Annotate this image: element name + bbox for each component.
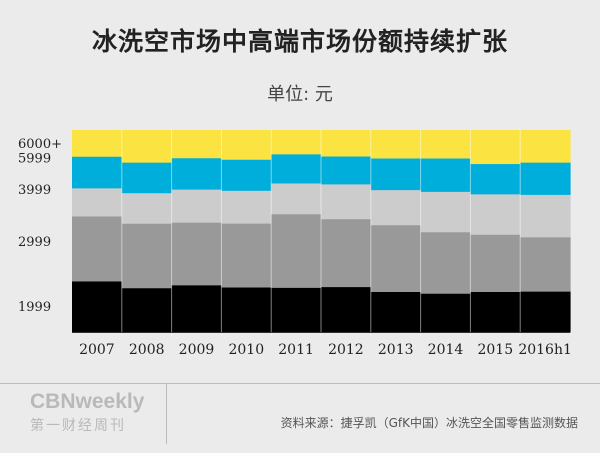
footer-vertical-divider xyxy=(166,384,167,444)
x-tick-label: 2014 xyxy=(428,342,464,358)
area-segment-2013-tier-2 xyxy=(370,224,422,292)
area-segment-2012-tier-1 xyxy=(321,286,372,333)
area-segment-2009-tier-1 xyxy=(171,284,222,333)
x-tick-label: 2010 xyxy=(228,342,264,358)
x-tick-label: 2015 xyxy=(477,342,513,358)
area-segment-2010-tier-5 xyxy=(221,130,272,160)
x-tick-label: 2016h1 xyxy=(518,342,572,358)
area-segment-2008-tier-4 xyxy=(121,162,173,194)
area-segment-2007-tier-4 xyxy=(72,156,123,189)
area-segment-2007-tier-2 xyxy=(72,216,123,282)
area-segment-2013-tier-5 xyxy=(370,130,422,159)
area-segment-2012-tier-5 xyxy=(321,130,372,157)
area-segment-2015-tier-4 xyxy=(470,163,521,195)
area-segment-2009-tier-5 xyxy=(171,130,222,159)
area-segment-2007-tier-3 xyxy=(72,187,123,217)
market-share-chart: 2007 2008 2009 2010 2011 2012 2013 2014 2015 2016… xyxy=(18,130,572,358)
brand-subtitle: 第一财经周刊 xyxy=(30,418,126,434)
y-tick-label: 6000+ xyxy=(18,137,62,152)
y-tick-label: 2999 xyxy=(18,235,51,250)
area-segment-2008-tier-5 xyxy=(121,130,173,163)
area-segment-2008-tier-2 xyxy=(121,223,173,289)
brand-logo: CBNweekly xyxy=(30,390,145,413)
area-segment-2016h1-tier-1 xyxy=(520,291,571,333)
area-segment-2015-tier-1 xyxy=(470,291,521,333)
area-segment-2011-tier-1 xyxy=(271,287,322,333)
chart-title: 冰洗空市场中高端市场份额持续扩张 xyxy=(91,27,508,56)
area-segment-2015-tier-3 xyxy=(470,193,521,235)
area-segment-2014-tier-5 xyxy=(420,130,471,159)
data-source: 资料来源：捷孚凯（GfK中国）冰洗空全国零售监测数据 xyxy=(280,416,578,430)
area-segment-2015-tier-5 xyxy=(470,130,521,165)
area-segment-2011-tier-5 xyxy=(271,130,322,155)
area-segment-2014-tier-1 xyxy=(420,293,471,333)
y-tick-label: 1999 xyxy=(18,300,51,315)
area-segment-2010-tier-4 xyxy=(221,159,272,191)
area-segment-2013-tier-3 xyxy=(370,189,422,226)
area-segment-2012-tier-2 xyxy=(321,218,372,288)
area-segment-2007-tier-5 xyxy=(72,130,123,157)
x-tick-label: 2011 xyxy=(278,342,314,358)
area-segment-2011-tier-2 xyxy=(271,213,322,288)
area-segment-2011-tier-4 xyxy=(271,153,322,184)
area-segment-2016h1-tier-2 xyxy=(520,236,571,292)
area-segment-2010-tier-1 xyxy=(221,287,272,333)
area-segment-2014-tier-3 xyxy=(420,191,471,233)
area-segment-2014-tier-2 xyxy=(420,231,471,294)
area-segment-2012-tier-3 xyxy=(321,183,372,220)
footer-divider-line xyxy=(0,383,600,384)
area-segment-2008-tier-1 xyxy=(121,287,173,333)
area-segment-2016h1-tier-3 xyxy=(520,194,571,238)
y-tick-label: 3999 xyxy=(18,183,51,198)
area-segment-2013-tier-1 xyxy=(370,291,422,333)
x-tick-label: 2008 xyxy=(129,342,165,358)
x-tick-label: 2013 xyxy=(378,342,414,358)
x-tick-label: 2007 xyxy=(79,342,115,358)
x-tick-label: 2012 xyxy=(328,342,364,358)
area-segment-2008-tier-3 xyxy=(121,192,173,224)
area-segment-2015-tier-2 xyxy=(470,234,521,292)
area-segment-2009-tier-2 xyxy=(171,222,222,286)
area-segment-2013-tier-4 xyxy=(370,158,422,191)
area-segment-2010-tier-3 xyxy=(221,190,272,224)
area-segment-2011-tier-3 xyxy=(271,183,322,215)
x-tick-label: 2009 xyxy=(179,342,215,358)
area-segment-2014-tier-4 xyxy=(420,158,471,192)
area-segment-2009-tier-4 xyxy=(171,157,222,190)
area-segment-2016h1-tier-5 xyxy=(520,130,571,163)
y-tick-label: 5999 xyxy=(18,151,51,166)
chart-unit: 单位: 元 xyxy=(267,84,333,105)
area-segment-2016h1-tier-4 xyxy=(520,162,571,195)
area-segment-2010-tier-2 xyxy=(221,223,272,288)
area-segment-2007-tier-1 xyxy=(72,281,123,333)
area-segment-2009-tier-3 xyxy=(171,189,222,223)
area-segment-2012-tier-4 xyxy=(321,156,372,185)
